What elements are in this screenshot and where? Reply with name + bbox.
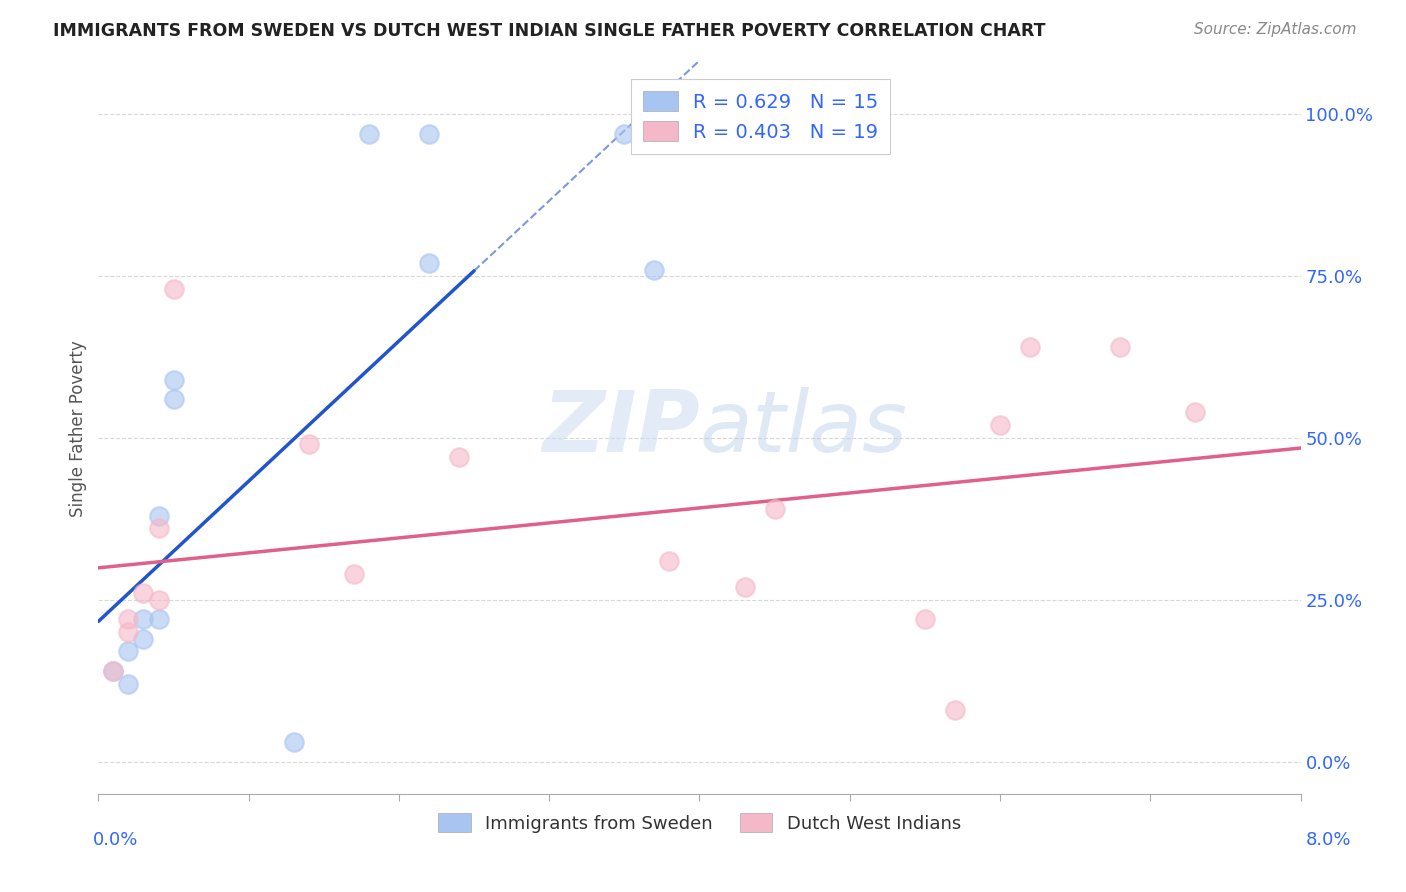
Point (103, 664, 125, 678)
Text: IMMIGRANTS FROM SWEDEN VS DUTCH WEST INDIAN SINGLE FATHER POVERTY CORRELATION CH: IMMIGRANTS FROM SWEDEN VS DUTCH WEST IND… (53, 22, 1046, 40)
Point (988, 417, 1011, 432)
Point (298, 437, 321, 451)
Point (162, 392, 184, 406)
Point (418, 127, 440, 141)
Point (117, 677, 139, 691)
Point (148, 521, 170, 535)
Point (1109, 340, 1132, 354)
Point (148, 508, 170, 523)
Point (103, 664, 125, 678)
Legend: Immigrants from Sweden, Dutch West Indians: Immigrants from Sweden, Dutch West India… (427, 802, 972, 843)
Point (117, 625, 139, 640)
Point (283, 735, 305, 749)
Point (117, 612, 139, 626)
Text: 0.0%: 0.0% (93, 831, 138, 849)
Point (148, 612, 170, 626)
Point (148, 592, 170, 607)
Point (1019, 340, 1042, 354)
Point (763, 502, 786, 516)
Point (132, 612, 155, 626)
Point (357, 127, 380, 141)
Point (613, 127, 636, 141)
Point (447, 450, 470, 465)
Text: ZIP: ZIP (541, 386, 699, 470)
Point (1184, 405, 1206, 419)
Point (418, 256, 440, 270)
Y-axis label: Single Father Poverty: Single Father Poverty (69, 340, 87, 516)
Point (132, 586, 155, 600)
Point (343, 566, 366, 581)
Text: 8.0%: 8.0% (1306, 831, 1351, 849)
Point (914, 612, 936, 626)
Point (162, 282, 184, 296)
Point (658, 554, 681, 568)
Point (132, 632, 155, 646)
Point (162, 373, 184, 387)
Text: atlas: atlas (699, 386, 907, 470)
Text: Source: ZipAtlas.com: Source: ZipAtlas.com (1194, 22, 1357, 37)
Point (643, 262, 665, 277)
Point (734, 580, 756, 594)
Point (943, 703, 966, 717)
Point (117, 644, 139, 658)
